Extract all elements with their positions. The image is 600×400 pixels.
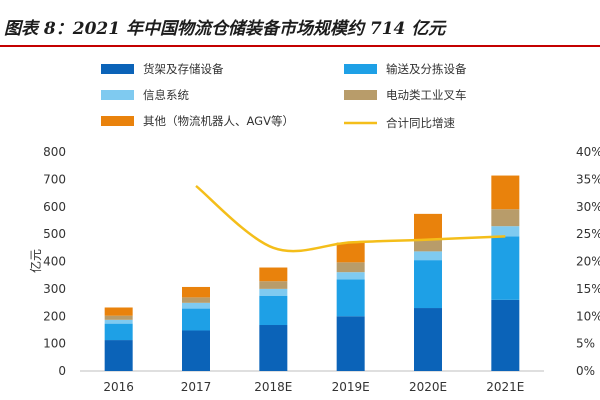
bar-2018E-s4 — [259, 281, 288, 289]
x-tick-label: 2021E — [486, 380, 524, 394]
bar-2017-s1 — [182, 330, 210, 371]
y2-tick-label: 30% — [576, 200, 600, 214]
bar-2016-s2 — [104, 323, 133, 341]
bar-2016-s3 — [104, 319, 133, 324]
legend-label-3: 信息系统 — [143, 88, 189, 102]
bar-2021E-s2 — [491, 236, 520, 300]
bar-2019E-s1 — [336, 316, 365, 371]
legend-swatch-5 — [101, 116, 134, 126]
growth-line — [195, 184, 506, 253]
bar-2020E-s4 — [414, 239, 442, 252]
bar-2021E-s5 — [491, 175, 520, 210]
y-tick-label: 200 — [43, 309, 66, 323]
bar-2021E-s3 — [491, 226, 520, 237]
bar-2016-s1 — [104, 340, 133, 371]
x-tick-label: 2019E — [332, 380, 370, 394]
bar-2021E-s1 — [491, 299, 520, 371]
bar-2020E-s5 — [414, 213, 442, 240]
legend-label-1: 货架及存储设备 — [143, 62, 224, 76]
title-underline — [0, 45, 600, 47]
y2-tick-label: 25% — [576, 227, 600, 241]
legend-label-5: 其他（物流机器人、AGV等） — [143, 114, 294, 128]
legend-label-line: 合计同比增速 — [386, 116, 455, 130]
x-tick-label: 2020E — [409, 380, 447, 394]
legend-label-2: 输送及分拣设备 — [386, 62, 467, 76]
bar-2016-s5 — [104, 307, 133, 316]
y-tick-label: 0 — [58, 364, 66, 378]
bar-2020E-s2 — [414, 260, 442, 309]
legend-swatch-1 — [101, 64, 134, 74]
y-tick-label: 600 — [43, 200, 66, 214]
bar-2018E-s2 — [259, 295, 288, 326]
y2-tick-label: 40% — [576, 145, 600, 159]
y2-tick-label: 10% — [576, 309, 600, 323]
bar-2019E-s3 — [336, 272, 365, 280]
bar-2019E-s4 — [336, 262, 365, 273]
x-tick-label: 2017 — [181, 380, 212, 394]
x-tick-label: 2018E — [254, 380, 292, 394]
bar-2017-s5 — [182, 286, 210, 298]
y-tick-label: 400 — [43, 255, 66, 269]
bar-2017-s4 — [182, 297, 210, 303]
bar-2018E-s1 — [259, 325, 288, 371]
bar-2019E-s5 — [336, 242, 365, 263]
y2-tick-label: 0% — [576, 364, 595, 378]
y-tick-label: 100 — [43, 337, 66, 351]
bar-2020E-s1 — [414, 308, 442, 371]
legend-swatch-4 — [344, 90, 377, 100]
y2-tick-label: 15% — [576, 282, 600, 296]
y-tick-label: 500 — [43, 227, 66, 241]
bar-2017-s2 — [182, 308, 210, 331]
bar-2019E-s2 — [336, 279, 365, 317]
bar-2016-s4 — [104, 315, 133, 320]
bar-2017-s3 — [182, 302, 210, 309]
bar-2020E-s3 — [414, 251, 442, 261]
y2-tick-label: 20% — [576, 255, 600, 269]
bar-2021E-s4 — [491, 209, 520, 227]
y2-tick-label: 5% — [576, 337, 595, 351]
y-tick-label: 300 — [43, 282, 66, 296]
legend-swatch-3 — [101, 90, 134, 100]
y-tick-label: 800 — [43, 145, 66, 159]
legend-swatch-2 — [344, 64, 377, 74]
y2-tick-label: 35% — [576, 172, 600, 186]
y-axis-title: 亿元 — [28, 249, 43, 273]
bar-2018E-s5 — [259, 267, 288, 282]
bar-2018E-s3 — [259, 288, 288, 296]
figure-header: 图表 8：2021 年中国物流仓储装备市场规模约 714 亿元 — [0, 10, 600, 47]
y-tick-label: 700 — [43, 172, 66, 186]
legend-label-4: 电动类工业叉车 — [386, 88, 467, 102]
figure-title: 图表 8：2021 年中国物流仓储装备市场规模约 714 亿元 — [4, 19, 446, 39]
x-tick-label: 2016 — [103, 380, 134, 394]
